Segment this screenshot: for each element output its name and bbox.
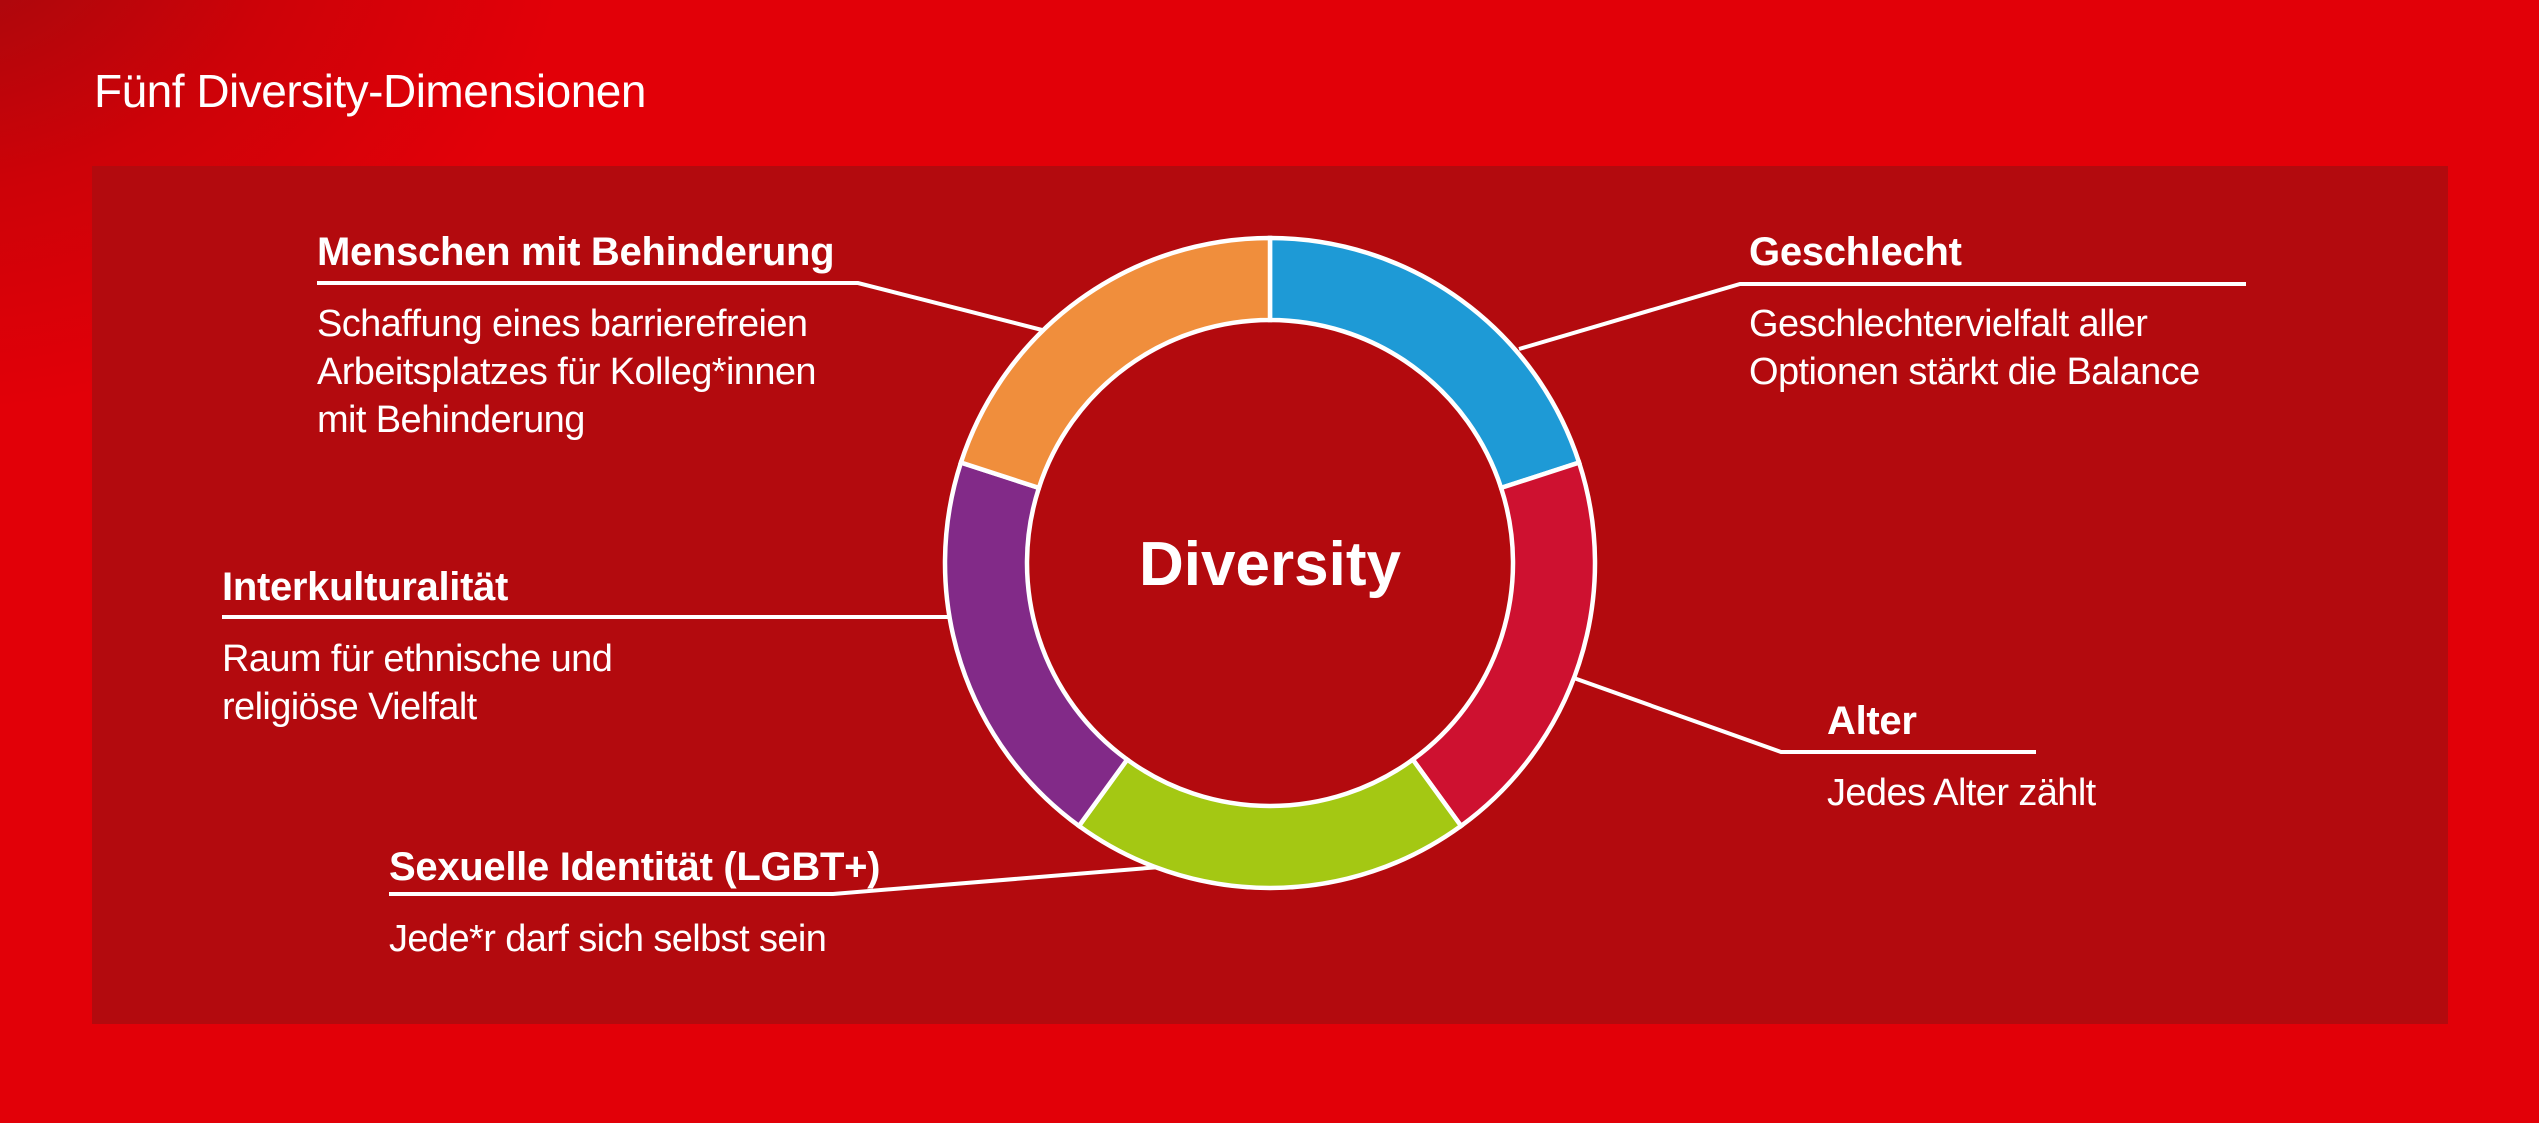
dimension-title-alter: Alter xyxy=(1827,699,1917,743)
dimension-block-geschlecht: Geschlecht Geschlechtervielfalt aller Op… xyxy=(1749,228,2200,396)
leader-line-alter xyxy=(1570,675,2036,754)
dimension-block-menschen-mit-behinderung: Menschen mit Behinderung Schaffung eines… xyxy=(317,228,835,444)
dimension-block-sexuelle-identitaet: Sexuelle Identität (LGBT+) Jede*r darf s… xyxy=(389,843,880,963)
dimension-title-menschen-mit-behinderung: Menschen mit Behinderung xyxy=(317,230,835,274)
leader-lines xyxy=(222,281,2246,896)
donut-segment-geschlecht xyxy=(1267,235,1582,491)
leader-line-geschlecht xyxy=(1518,282,2246,351)
donut-center-label: Diversity xyxy=(1139,530,1401,599)
dimension-description-alter: Jedes Alter zählt xyxy=(1827,772,2096,814)
donut-segment-interkulturalit-t xyxy=(942,459,1131,830)
dimension-description-sexuelle-identitaet: Jede*r darf sich selbst sein xyxy=(389,918,827,960)
dimension-description-geschlecht: Geschlechtervielfalt aller Optionen stär… xyxy=(1749,303,2200,393)
leader-line-menschen-mit-behinderung xyxy=(317,281,1047,333)
donut-segment-menschen-mit-behinderung xyxy=(958,235,1273,491)
page-title: Fünf Diversity-Dimensionen xyxy=(94,65,646,117)
leader-line-sexuelle-identitaet xyxy=(389,865,1161,896)
donut-ring xyxy=(942,235,1598,891)
dimension-description-interkulturalitaet: Raum für ethnische und religiöse Vielfal… xyxy=(222,638,613,728)
dimension-block-interkulturalitaet: Interkulturalität Raum für ethnische und… xyxy=(222,563,613,731)
donut-segment-alter xyxy=(1409,459,1598,830)
dimension-title-interkulturalitaet: Interkulturalität xyxy=(222,565,509,609)
dimension-title-geschlecht: Geschlecht xyxy=(1749,230,1962,274)
dimension-block-alter: Alter Jedes Alter zählt xyxy=(1827,697,2096,817)
dimension-description-menschen-mit-behinderung: Schaffung eines barrierefreien Arbeitspl… xyxy=(317,303,817,441)
dimension-title-sexuelle-identitaet: Sexuelle Identität (LGBT+) xyxy=(389,845,881,889)
